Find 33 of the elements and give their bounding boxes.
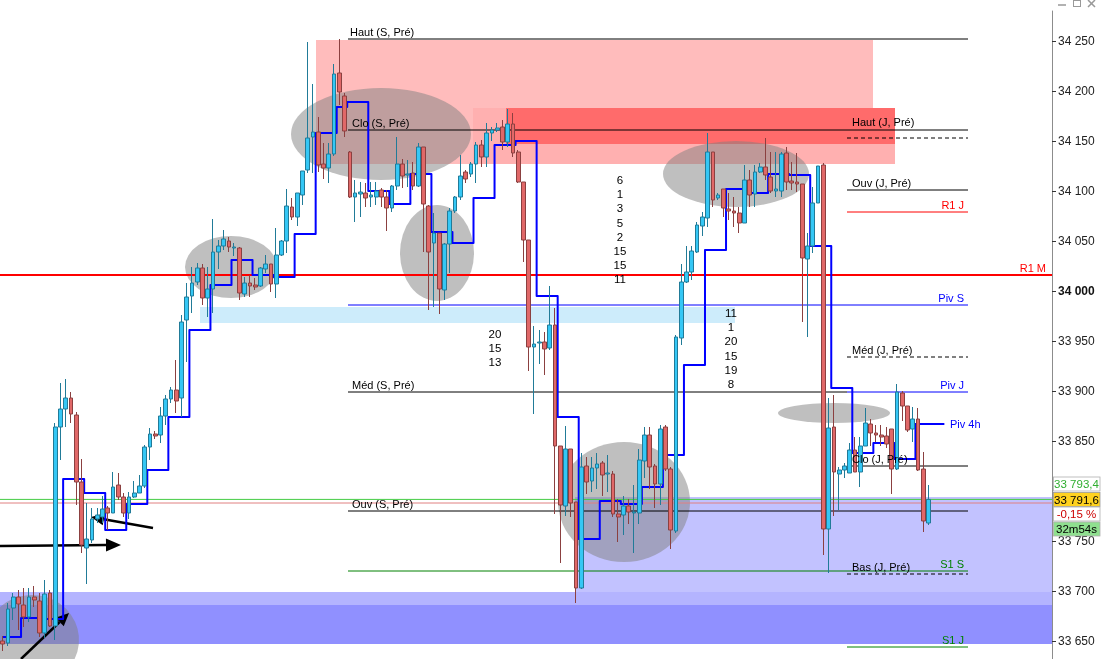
y-tick-label: 33 650 [1058,634,1096,648]
y-tick-label: 33 700 [1058,584,1096,598]
annotation: 20 15 13 [488,328,502,369]
ref-line-label: S1 S [940,558,964,570]
text: 33 793,4 [1054,478,1100,490]
ref-line-label: Méd (J, Pré) [852,344,913,356]
y-tick-label: 34 000 [1058,284,1096,298]
ref-line-label: Haut (S, Pré) [350,26,415,38]
y-tick-label: 33 900 [1058,384,1096,398]
series-label: Piv 4h [950,418,981,430]
y-tick-label: 34 100 [1058,184,1096,198]
ref-line-label: Bas (J, Pré) [852,561,911,573]
ref-line-label: 33 791,6 [1054,493,1099,506]
ref-line-label: Méd (S, Pré) [352,379,415,391]
ref-line-label: Ouv (S, Pré) [352,498,414,510]
ref-line-label: R1 M [1019,262,1046,274]
y-tick-label: 34 150 [1058,134,1096,148]
annotation: 6 1 3 5 2 15 15 11 [613,174,627,286]
y-tick-label: 34 050 [1058,234,1096,248]
ref-line-label: S1 J [941,634,964,646]
ref-line-label: Piv S [938,292,964,304]
y-tick-label: 33 750 [1058,534,1096,548]
y-tick-label: 34 200 [1058,84,1096,98]
ref-line-label: Piv J [940,379,964,391]
ref-line-label: Ouv (J, Pré) [852,177,912,189]
annotation: 11 1 20 15 19 8 [724,307,738,390]
y-tick-label: 34 250 [1058,34,1096,48]
y-tick-label: 33 850 [1058,434,1096,448]
ref-line-label: Clo (J, Pré) [852,453,908,465]
text: -0,15 % [1056,508,1097,520]
ref-line-label: R1 J [941,199,964,211]
y-tick-label: 33 950 [1058,334,1096,348]
text: 32m54s [1056,523,1098,535]
